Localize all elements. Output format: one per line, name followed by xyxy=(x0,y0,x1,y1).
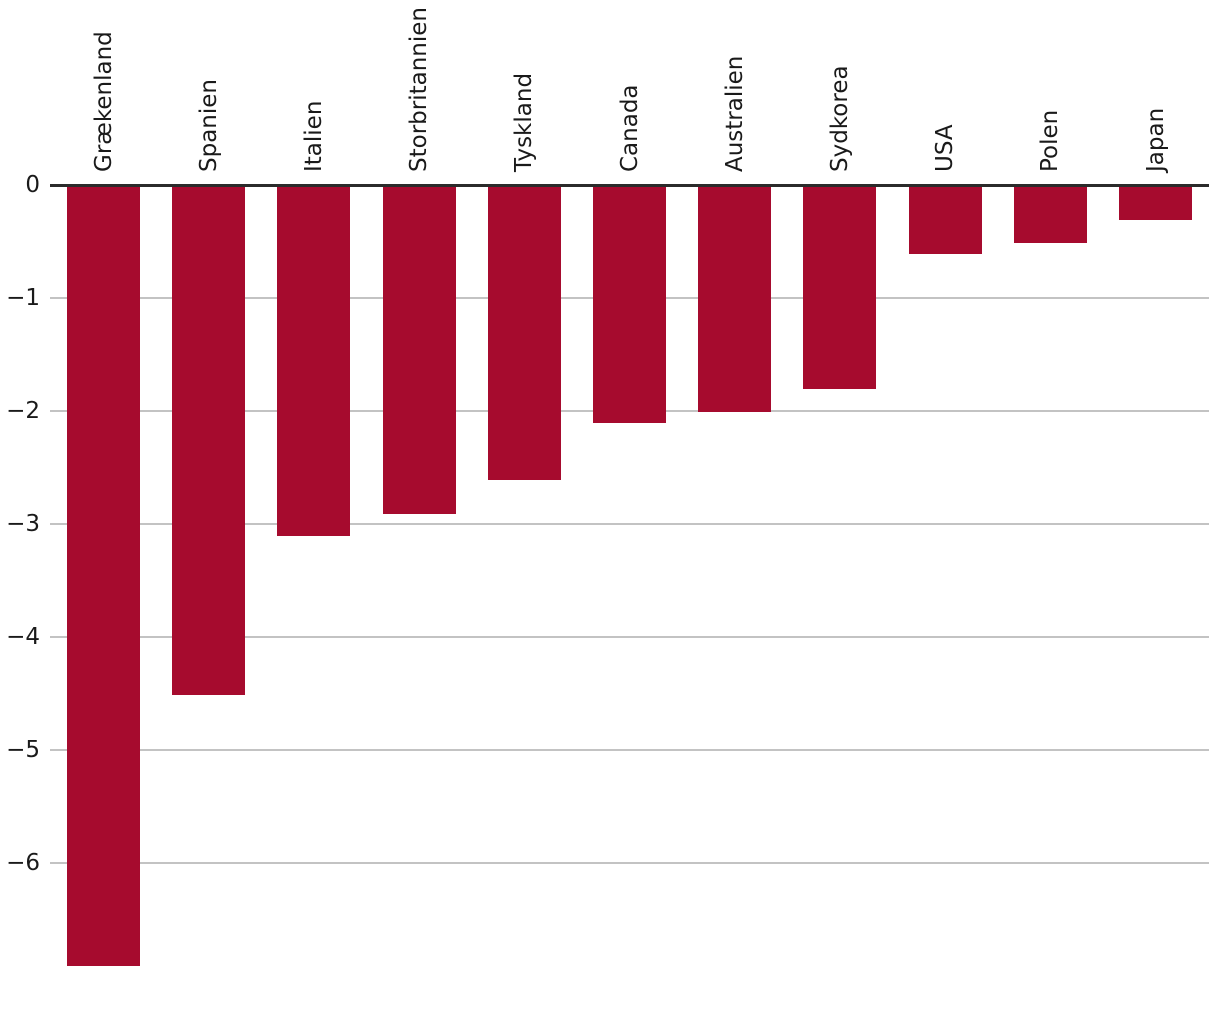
y-tick-label: −1 xyxy=(6,285,40,311)
category-label: Japan xyxy=(1142,107,1169,172)
y-tick-label: −2 xyxy=(6,398,40,424)
y-tick-label: −4 xyxy=(6,624,40,650)
category-label: Polen xyxy=(1037,109,1064,172)
bar xyxy=(593,186,666,423)
bar xyxy=(277,186,351,536)
category-label: Sydkorea xyxy=(826,65,853,172)
category-label: Grækenland xyxy=(90,31,117,172)
category-label: Italien xyxy=(300,100,327,172)
bar xyxy=(698,186,772,412)
category-label: Tyskland xyxy=(511,72,538,172)
bar xyxy=(382,186,456,514)
gridline xyxy=(50,862,1209,864)
category-label: Spanien xyxy=(195,79,222,172)
category-label: USA xyxy=(932,124,959,172)
y-tick-label: −5 xyxy=(6,737,40,763)
gridline xyxy=(50,636,1209,638)
category-label: Storbritannien xyxy=(406,7,433,172)
gridline xyxy=(50,523,1209,525)
category-label: Canada xyxy=(616,84,643,172)
y-tick-label: −3 xyxy=(6,511,40,537)
bar xyxy=(487,186,561,480)
y-tick-label: 0 xyxy=(25,172,40,198)
bar xyxy=(67,186,140,966)
y-tick-label: −6 xyxy=(6,850,40,876)
bar xyxy=(908,186,982,254)
x-axis-zero-line xyxy=(50,183,1209,187)
bar xyxy=(1013,186,1087,243)
category-label: Australien xyxy=(721,55,748,172)
gridline xyxy=(50,749,1209,751)
bar xyxy=(172,186,246,695)
bar xyxy=(803,186,877,389)
bar xyxy=(1119,186,1192,220)
